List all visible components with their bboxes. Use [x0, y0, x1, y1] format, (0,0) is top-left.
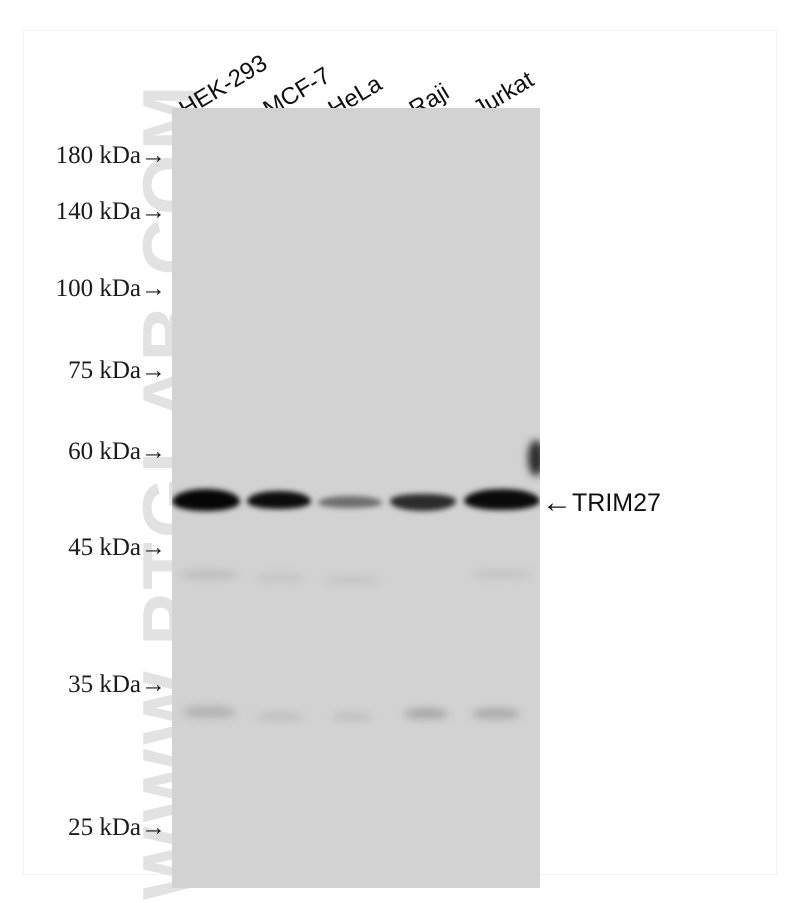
- band-jurkat: [464, 489, 540, 510]
- faint-band-lower-4: [404, 708, 448, 719]
- marker-35: 35 kDa→: [68, 671, 166, 698]
- marker-140: 140 kDa→: [55, 198, 166, 225]
- target-protein-annotation: ← TRIM27: [542, 488, 661, 518]
- band-raji: [390, 494, 456, 511]
- marker-180: 180 kDa→: [55, 142, 166, 169]
- faint-band-lower-3: [332, 712, 372, 721]
- marker-25: 25 kDa→: [68, 814, 166, 841]
- faint-band-upper-1: [180, 570, 238, 579]
- band-hela: [318, 496, 382, 508]
- faint-band-upper-3: [324, 576, 380, 584]
- marker-45: 45 kDa→: [68, 534, 166, 561]
- marker-100: 100 kDa→: [55, 275, 166, 302]
- faint-band-upper-5: [472, 570, 530, 578]
- left-arrow-icon: ←: [542, 486, 572, 519]
- marker-60: 60 kDa→: [68, 438, 166, 465]
- edge-smudge: [528, 440, 540, 476]
- marker-75: 75 kDa→: [68, 357, 166, 384]
- faint-band-upper-2: [254, 574, 306, 582]
- target-protein-label: TRIM27: [572, 488, 661, 517]
- faint-band-lower-2: [257, 712, 303, 721]
- band-mcf-7: [247, 491, 311, 509]
- faint-band-lower-5: [472, 708, 520, 719]
- band-hek-293: [172, 489, 240, 511]
- blot-membrane: [172, 108, 540, 888]
- faint-band-lower-1: [182, 706, 236, 718]
